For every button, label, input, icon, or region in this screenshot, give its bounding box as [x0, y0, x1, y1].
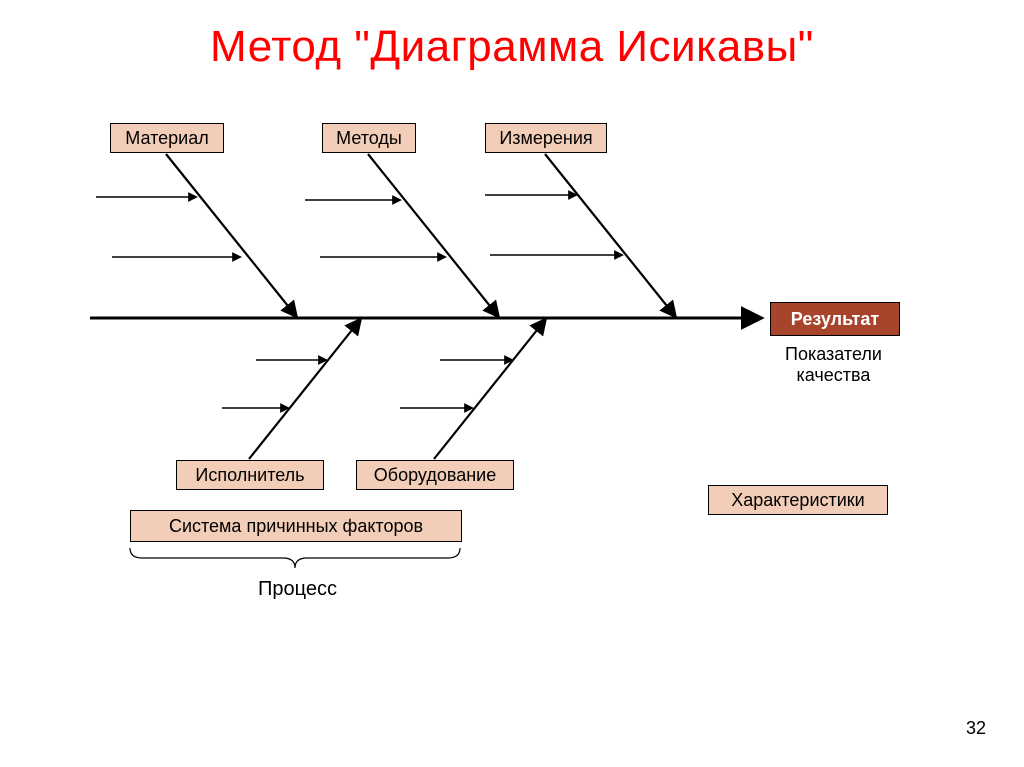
- equipment-box: Оборудование: [356, 460, 514, 490]
- methods-box: Методы: [322, 123, 416, 153]
- material-box: Материал: [110, 123, 224, 153]
- executor-box: Исполнитель: [176, 460, 324, 490]
- measure-box: Измерения: [485, 123, 607, 153]
- result-box: Результат: [770, 302, 900, 336]
- system-box: Система причинных факторов: [130, 510, 462, 542]
- quality-indicators-label: Показатели качества: [785, 344, 882, 386]
- characteristics-box: Характеристики: [708, 485, 888, 515]
- page-number: 32: [966, 718, 986, 739]
- process-label: Процесс: [258, 578, 337, 601]
